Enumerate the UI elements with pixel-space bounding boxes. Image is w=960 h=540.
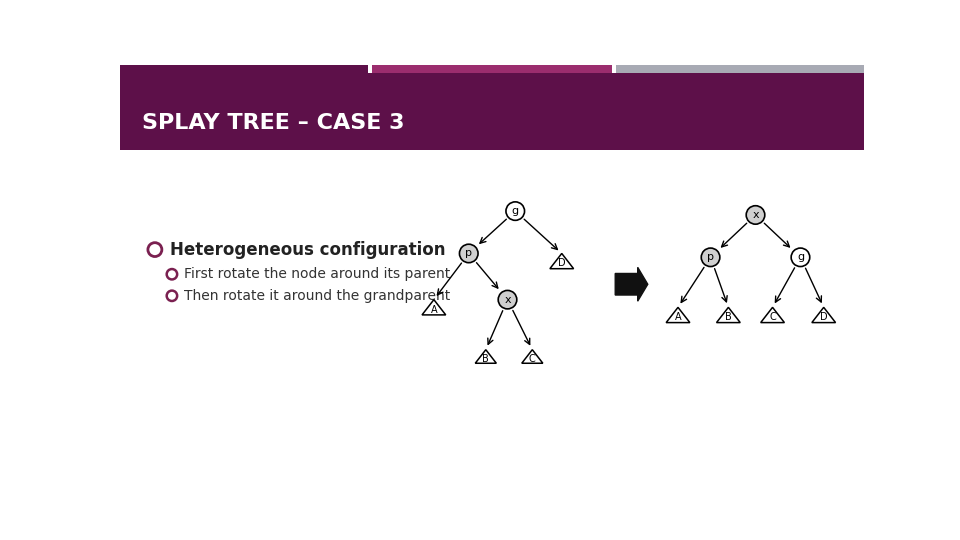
FancyBboxPatch shape [616,65,872,72]
Text: x: x [504,295,511,305]
Text: Heterogeneous configuration: Heterogeneous configuration [170,241,445,259]
Polygon shape [522,350,542,363]
Text: x: x [753,210,758,220]
Circle shape [746,206,765,224]
Polygon shape [475,350,496,363]
Text: g: g [512,206,518,216]
Text: C: C [529,354,536,363]
Circle shape [506,202,524,220]
Text: g: g [797,252,804,262]
Circle shape [791,248,809,267]
Text: A: A [431,305,437,315]
Text: A: A [675,312,682,322]
Polygon shape [760,307,784,322]
Polygon shape [812,307,835,322]
Circle shape [498,291,516,309]
Polygon shape [422,300,445,315]
Text: SPLAY TREE – CASE 3: SPLAY TREE – CASE 3 [142,112,404,132]
Circle shape [460,244,478,262]
Text: D: D [558,258,565,268]
Text: B: B [483,354,490,363]
Polygon shape [550,253,574,269]
Text: p: p [708,252,714,262]
Text: C: C [769,312,776,322]
Text: B: B [725,312,732,322]
FancyBboxPatch shape [372,65,612,72]
Text: First rotate the node around its parent: First rotate the node around its parent [183,267,450,281]
Circle shape [701,248,720,267]
Polygon shape [666,307,690,322]
Polygon shape [615,267,648,301]
FancyBboxPatch shape [120,65,368,72]
FancyBboxPatch shape [120,72,864,150]
Text: D: D [820,312,828,322]
Text: Then rotate it around the grandparent: Then rotate it around the grandparent [183,289,450,303]
Text: p: p [466,248,472,259]
Polygon shape [716,307,740,322]
